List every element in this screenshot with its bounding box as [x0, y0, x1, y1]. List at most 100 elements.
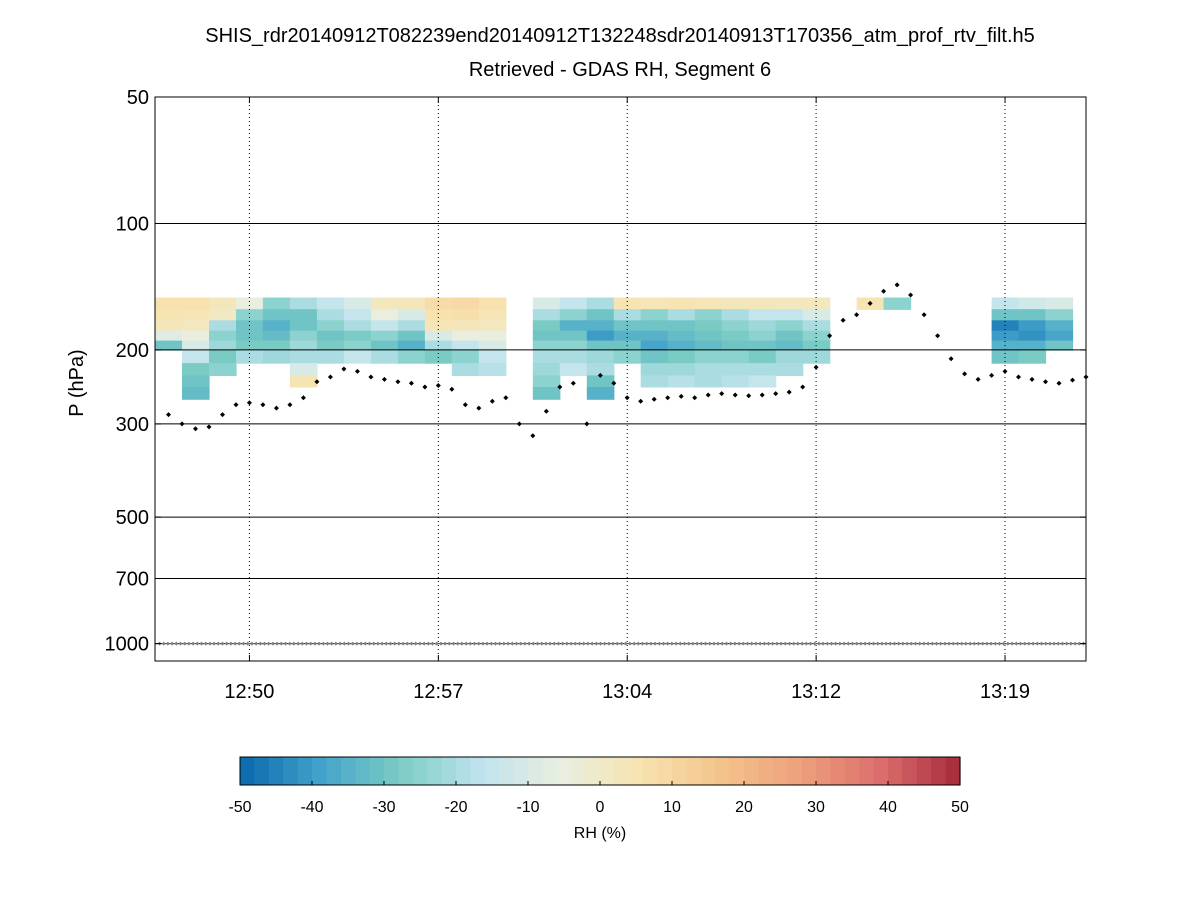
heatmap-cell — [316, 309, 345, 321]
surface-marker — [380, 641, 385, 646]
surface-marker — [283, 641, 288, 646]
surface-marker — [787, 641, 792, 646]
heatmap-cell — [182, 375, 210, 388]
surface-marker — [472, 641, 477, 646]
surface-marker — [300, 641, 305, 646]
heatmap-cell — [586, 340, 615, 351]
surface-marker — [422, 641, 427, 646]
surface-marker — [262, 641, 267, 646]
heatmap-cell — [343, 320, 372, 332]
surface-marker — [913, 641, 918, 646]
colorbar-label: RH (%) — [574, 825, 626, 842]
heatmap-cell — [667, 363, 696, 376]
tropopause-marker — [368, 374, 374, 380]
tropopause-marker — [179, 421, 185, 427]
tropopause-marker — [989, 372, 995, 378]
heatmap-cell — [694, 363, 723, 376]
heatmap-cell — [532, 297, 561, 310]
tropopause-marker — [678, 393, 684, 399]
surface-marker — [266, 641, 271, 646]
colorbar-band — [456, 757, 471, 785]
surface-marker — [434, 641, 439, 646]
surface-marker — [888, 641, 893, 646]
heatmap-cell — [155, 320, 183, 332]
tropopause-marker — [813, 364, 819, 370]
heatmap-cell — [155, 330, 183, 342]
heatmap-cell — [613, 330, 642, 342]
surface-marker — [695, 641, 700, 646]
surface-marker — [367, 641, 372, 646]
colorbar-band — [816, 757, 831, 785]
heatmap-cell — [397, 330, 426, 342]
heatmap-cell — [289, 375, 318, 388]
colorbar-band — [628, 757, 644, 785]
tropopause-marker — [746, 393, 752, 399]
heatmap-cell — [775, 330, 804, 342]
heatmap-cell — [451, 340, 480, 351]
colorbar-band — [744, 757, 759, 785]
heatmap-cell — [721, 309, 750, 321]
surface-marker — [921, 641, 926, 646]
surface-marker — [678, 641, 683, 646]
surface-marker — [480, 641, 485, 646]
tropopause-marker — [314, 379, 320, 385]
tropopause-marker — [584, 421, 590, 427]
surface-marker — [245, 641, 250, 646]
surface-marker — [468, 641, 473, 646]
surface-marker — [674, 641, 679, 646]
y-tick-label: 700 — [116, 569, 149, 591]
surface-marker — [1005, 641, 1010, 646]
tropopause-marker — [692, 395, 698, 401]
surface-marker — [905, 641, 910, 646]
surface-marker — [934, 641, 939, 646]
surface-marker — [640, 641, 645, 646]
heatmap-cell — [262, 349, 291, 364]
heatmap-cell — [802, 349, 831, 364]
x-tick-label: 13:12 — [791, 681, 841, 703]
heatmap-cell — [289, 297, 318, 310]
surface-marker — [976, 641, 981, 646]
surface-marker — [497, 641, 502, 646]
heatmap-cell — [343, 330, 372, 342]
tropopause-marker — [1043, 379, 1048, 385]
surface-marker — [930, 641, 935, 646]
y-tick-label: 200 — [116, 340, 149, 362]
heatmap-cell — [155, 340, 183, 351]
surface-marker — [1022, 641, 1027, 646]
surface-marker — [1060, 641, 1065, 646]
colorbar-tick-label: -40 — [300, 799, 323, 816]
surface-marker — [459, 641, 464, 646]
tropopause-marker — [705, 392, 711, 398]
surface-marker — [1039, 641, 1044, 646]
heatmap-cell — [370, 330, 399, 342]
tropopause-marker — [395, 379, 401, 385]
surface-marker — [363, 641, 368, 646]
heatmap-cell — [478, 363, 507, 376]
surface-marker — [325, 641, 330, 646]
colorbar-band — [254, 757, 270, 785]
colorbar-band — [873, 757, 889, 785]
series-layer — [157, 282, 1089, 646]
surface-marker — [648, 641, 653, 646]
heatmap-cell — [370, 309, 399, 321]
heatmap-cell — [1045, 309, 1074, 321]
surface-marker — [816, 641, 821, 646]
heatmap-cell — [289, 330, 318, 342]
surface-marker — [842, 641, 847, 646]
colorbar-tick-label: 40 — [879, 799, 897, 816]
surface-marker — [350, 641, 355, 646]
colorbar-band — [902, 757, 918, 785]
surface-marker — [812, 641, 817, 646]
heatmap-cell — [316, 297, 345, 310]
tropopause-marker — [220, 412, 225, 418]
tropopause-marker — [638, 398, 644, 404]
heatmap-cell — [262, 297, 291, 310]
surface-marker — [623, 641, 628, 646]
heatmap-cell — [397, 349, 426, 364]
tropopause-marker — [867, 300, 873, 306]
heatmap-cell — [262, 330, 291, 342]
heatmap-cell — [613, 349, 642, 364]
tropopause-marker — [476, 405, 482, 411]
heatmap-cell — [802, 309, 831, 321]
surface-marker — [766, 641, 771, 646]
